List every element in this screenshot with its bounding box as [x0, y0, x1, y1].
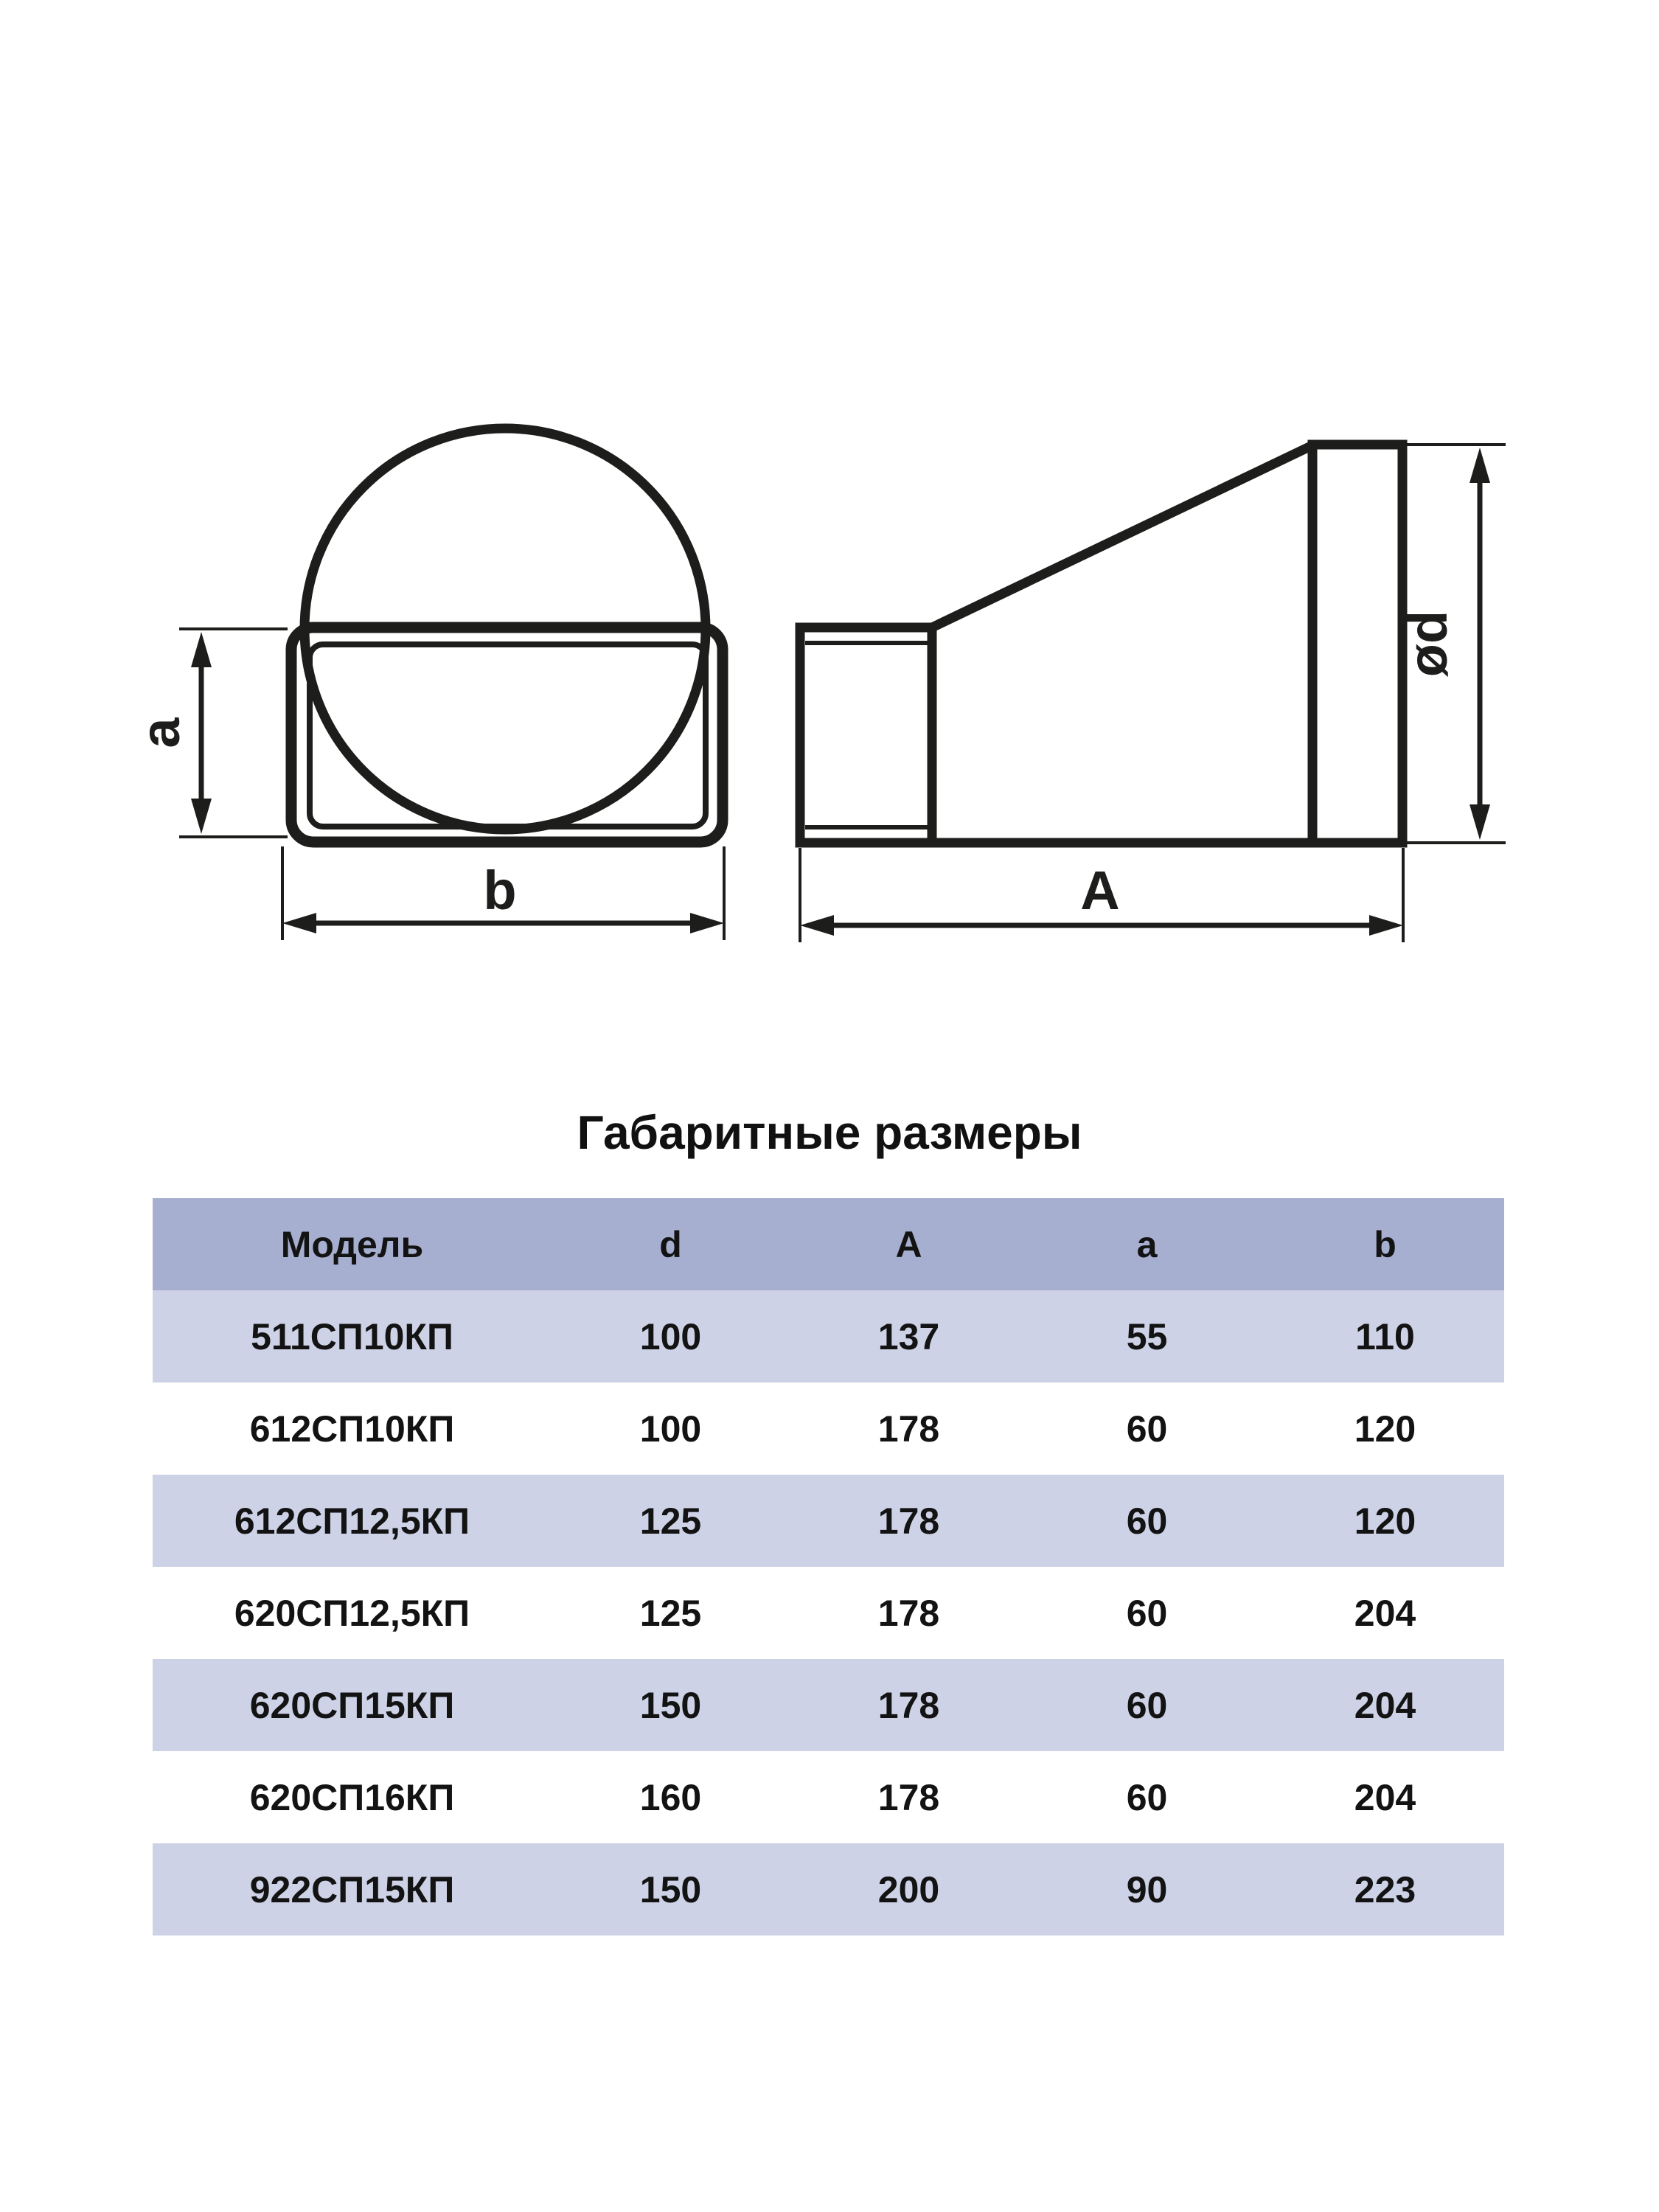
- table-row: 620СП15КП 150 178 60 204: [153, 1659, 1504, 1751]
- value-cell: 178: [877, 1500, 940, 1542]
- flat-end-rect: [795, 622, 937, 848]
- dimension-A: A: [799, 848, 1405, 942]
- technical-drawing: a b ød: [130, 423, 1506, 942]
- table-row: 612СП12,5КП 125 178 60 120: [153, 1475, 1504, 1567]
- dimensions-table: Модель d A a b 511СП10КП 100 137 55 110 …: [153, 1198, 1504, 1935]
- value-cell: 90: [1126, 1868, 1168, 1910]
- value-cell: 150: [639, 1868, 702, 1910]
- model-cell: 922СП15КП: [249, 1868, 455, 1910]
- dimension-a: a: [130, 627, 288, 838]
- flat-duct-inner-rect: [307, 641, 709, 830]
- model-cell: 620СП15КП: [249, 1684, 455, 1726]
- table-row: 511СП10КП 100 137 55 110: [153, 1290, 1504, 1382]
- value-cell: 204: [1354, 1776, 1416, 1818]
- slope-line: [930, 441, 1315, 632]
- dimension-od: ød: [1397, 443, 1506, 844]
- table-row: 922СП15КП 150 200 90 223: [153, 1843, 1504, 1935]
- dim-label-a: a: [130, 717, 191, 748]
- model-cell: 620СП12,5КП: [234, 1592, 470, 1634]
- value-cell: 178: [877, 1776, 940, 1818]
- value-cell: 100: [639, 1315, 702, 1357]
- value-cell: 55: [1126, 1315, 1168, 1357]
- round-end-rect: [1307, 439, 1408, 848]
- value-cell: 178: [877, 1408, 940, 1450]
- dim-label-A: A: [1080, 860, 1119, 921]
- value-cell: 60: [1126, 1592, 1168, 1634]
- column-header-A: A: [895, 1223, 922, 1265]
- column-header-d: d: [659, 1223, 682, 1265]
- value-cell: 60: [1126, 1500, 1168, 1542]
- dim-label-b: b: [483, 860, 516, 921]
- model-cell: 620СП16КП: [249, 1776, 455, 1818]
- model-cell: 612СП12,5КП: [234, 1500, 470, 1542]
- value-cell: 60: [1126, 1776, 1168, 1818]
- value-cell: 178: [877, 1684, 940, 1726]
- value-cell: 100: [639, 1408, 702, 1450]
- value-cell: 125: [639, 1500, 702, 1542]
- value-cell: 137: [877, 1315, 940, 1357]
- table-row: 612СП10КП 100 178 60 120: [153, 1382, 1504, 1475]
- column-header-b: b: [1374, 1223, 1397, 1265]
- front-view-drawing: a b: [130, 423, 728, 940]
- value-cell: 60: [1126, 1684, 1168, 1726]
- value-cell: 204: [1354, 1684, 1416, 1726]
- model-cell: 612СП10КП: [249, 1408, 455, 1450]
- table-row: 620СП16КП 160 178 60 204: [153, 1751, 1504, 1843]
- value-cell: 120: [1354, 1408, 1416, 1450]
- value-cell: 200: [877, 1868, 940, 1910]
- column-header-a: a: [1136, 1223, 1158, 1265]
- value-cell: 60: [1126, 1408, 1168, 1450]
- value-cell: 120: [1354, 1500, 1416, 1542]
- value-cell: 160: [639, 1776, 702, 1818]
- side-view-drawing: ød A: [795, 439, 1506, 942]
- table-header-row: Модель d A a b: [153, 1198, 1504, 1290]
- table-row: 620СП12,5КП 125 178 60 204: [153, 1567, 1504, 1659]
- value-cell: 204: [1354, 1592, 1416, 1634]
- column-header-model: Модель: [280, 1223, 424, 1265]
- flat-duct-outer-rect: [285, 622, 728, 848]
- value-cell: 178: [877, 1592, 940, 1634]
- dim-label-od: ød: [1397, 611, 1458, 677]
- section-title: Габаритные размеры: [577, 1106, 1082, 1159]
- value-cell: 125: [639, 1592, 702, 1634]
- value-cell: 110: [1355, 1315, 1415, 1357]
- value-cell: 223: [1354, 1868, 1416, 1910]
- dimension-b: b: [281, 846, 726, 940]
- value-cell: 150: [639, 1684, 702, 1726]
- model-cell: 511СП10КП: [251, 1315, 453, 1357]
